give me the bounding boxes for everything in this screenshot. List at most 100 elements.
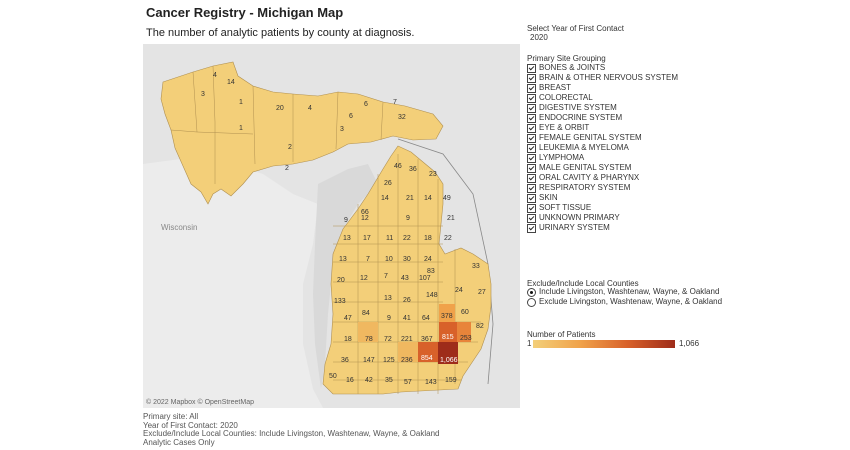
county-value: 72 — [384, 336, 392, 343]
footer-line: Analytic Cases Only — [143, 437, 215, 447]
checkbox-icon[interactable] — [527, 193, 536, 203]
primary-site-label: UNKNOWN PRIMARY — [539, 213, 620, 222]
county-kent[interactable] — [358, 322, 378, 342]
primary-site-item[interactable]: DIGESTIVE SYSTEM — [527, 103, 678, 113]
county-washtenaw[interactable] — [418, 342, 438, 362]
county-value: 78 — [365, 336, 373, 343]
county-value: 18 — [344, 336, 352, 343]
county-wayne[interactable] — [438, 342, 458, 364]
county-value: 17 — [363, 235, 371, 242]
checkbox-icon[interactable] — [527, 103, 536, 113]
county-value: 16 — [346, 377, 354, 384]
radio-selected-icon[interactable] — [527, 287, 536, 297]
county-value: 147 — [363, 357, 375, 364]
county-value: 35 — [385, 377, 393, 384]
footer-line: Exclude/Include Local Counties: Include … — [143, 429, 440, 438]
primary-site-item[interactable]: BRAIN & OTHER NERVOUS SYSTEM — [527, 73, 678, 83]
county-value: 18 — [424, 235, 432, 242]
primary-site-label: LYMPHOMA — [539, 153, 585, 162]
county-ingham[interactable] — [398, 342, 418, 362]
primary-site-item[interactable]: SOFT TISSUE — [527, 203, 678, 213]
county-value: 7 — [366, 256, 370, 263]
map-canvas[interactable]: 4 14 3 1 20 4 6 7 6 32 1 3 2 2 46 36 23 … — [143, 44, 520, 408]
county-value: 26 — [384, 180, 392, 187]
county-value: 1,066 — [440, 357, 458, 364]
county-value: 14 — [227, 79, 235, 86]
county-value: 47 — [344, 315, 352, 322]
primary-site-item[interactable]: BONES & JOINTS — [527, 63, 678, 73]
primary-site-label: EYE & ORBIT — [539, 123, 590, 132]
county-value: 42 — [365, 377, 373, 384]
exclude-include-title: Exclude/Include Local Counties — [527, 279, 639, 288]
county-value: 13 — [339, 256, 347, 263]
checkbox-icon[interactable] — [527, 123, 536, 133]
primary-site-item[interactable]: COLORECTAL — [527, 93, 678, 103]
radio-icon[interactable] — [527, 297, 536, 307]
county-value: 13 — [343, 235, 351, 242]
checkbox-icon[interactable] — [527, 223, 536, 233]
primary-site-item[interactable]: LEUKEMIA & MYELOMA — [527, 143, 678, 153]
primary-site-label: URINARY SYSTEM — [539, 223, 610, 232]
county-oakland[interactable] — [439, 322, 457, 342]
primary-site-item[interactable]: EYE & ORBIT — [527, 123, 678, 133]
county-value-labels: 4 14 3 1 20 4 6 7 6 32 1 3 2 2 46 36 23 … — [201, 72, 486, 386]
primary-site-item[interactable]: LYMPHOMA — [527, 153, 678, 163]
primary-site-label: LEUKEMIA & MYELOMA — [539, 143, 629, 152]
county-value: 253 — [460, 335, 472, 342]
state-border — [397, 138, 494, 385]
year-filter-value[interactable]: 2020 — [530, 33, 548, 42]
primary-site-label: COLORECTAL — [539, 93, 593, 102]
primary-site-item[interactable]: MALE GENITAL SYSTEM — [527, 163, 678, 173]
primary-site-item[interactable]: ENDOCRINE SYSTEM — [527, 113, 678, 123]
checkbox-icon[interactable] — [527, 163, 536, 173]
county-value: 159 — [445, 377, 457, 384]
footer-summary: Primary site: All Year of First Contact:… — [143, 412, 440, 447]
checkbox-icon[interactable] — [527, 63, 536, 73]
county-value: 83 — [427, 268, 435, 275]
page-title: Cancer Registry - Michigan Map — [146, 5, 344, 20]
checkbox-icon[interactable] — [527, 93, 536, 103]
county-value: 57 — [404, 379, 412, 386]
wisconsin-label: Wisconsin — [161, 223, 197, 232]
county-value: 43 — [401, 275, 409, 282]
checkbox-icon[interactable] — [527, 83, 536, 93]
primary-site-item[interactable]: RESPIRATORY SYSTEM — [527, 183, 678, 193]
checkbox-icon[interactable] — [527, 183, 536, 193]
county-value: 49 — [443, 195, 451, 202]
primary-site-label: MALE GENITAL SYSTEM — [539, 163, 632, 172]
include-option-label: Include Livingston, Washtenaw, Wayne, & … — [539, 287, 720, 296]
primary-site-label: BRAIN & OTHER NERVOUS SYSTEM — [539, 73, 678, 82]
primary-site-item[interactable]: BREAST — [527, 83, 678, 93]
primary-site-item[interactable]: URINARY SYSTEM — [527, 223, 678, 233]
checkbox-icon[interactable] — [527, 113, 536, 123]
primary-site-item[interactable]: SKIN — [527, 193, 678, 203]
county-value: 9 — [406, 215, 410, 222]
primary-site-item[interactable]: UNKNOWN PRIMARY — [527, 213, 678, 223]
primary-site-item[interactable]: ORAL CAVITY & PHARYNX — [527, 173, 678, 183]
checkbox-icon[interactable] — [527, 153, 536, 163]
legend-title: Number of Patients — [527, 330, 596, 339]
primary-site-title: Primary Site Grouping — [527, 54, 606, 63]
county-value: 107 — [419, 275, 431, 282]
county-macomb[interactable] — [457, 322, 471, 342]
exclude-option[interactable]: Exclude Livingston, Washtenaw, Wayne, & … — [527, 297, 722, 307]
primary-site-label: BONES & JOINTS — [539, 63, 606, 72]
county-value: 2 — [285, 165, 289, 172]
legend-min: 1 — [527, 339, 532, 348]
checkbox-icon[interactable] — [527, 213, 536, 223]
checkbox-icon[interactable] — [527, 203, 536, 213]
checkbox-icon[interactable] — [527, 133, 536, 143]
county-value: 12 — [360, 275, 368, 282]
lake-michigan — [313, 164, 378, 389]
county-genesee[interactable] — [439, 304, 455, 322]
county-value: 36 — [409, 166, 417, 173]
county-value: 24 — [424, 256, 432, 263]
map-attribution[interactable]: © 2022 Mapbox © OpenStreetMap — [146, 399, 254, 406]
county-value: 7 — [384, 273, 388, 280]
checkbox-icon[interactable] — [527, 173, 536, 183]
primary-site-item[interactable]: FEMALE GENITAL SYSTEM — [527, 133, 678, 143]
checkbox-icon[interactable] — [527, 73, 536, 83]
include-option[interactable]: Include Livingston, Washtenaw, Wayne, & … — [527, 287, 722, 297]
checkbox-icon[interactable] — [527, 143, 536, 153]
michigan-map[interactable]: 4 14 3 1 20 4 6 7 6 32 1 3 2 2 46 36 23 … — [143, 44, 520, 408]
